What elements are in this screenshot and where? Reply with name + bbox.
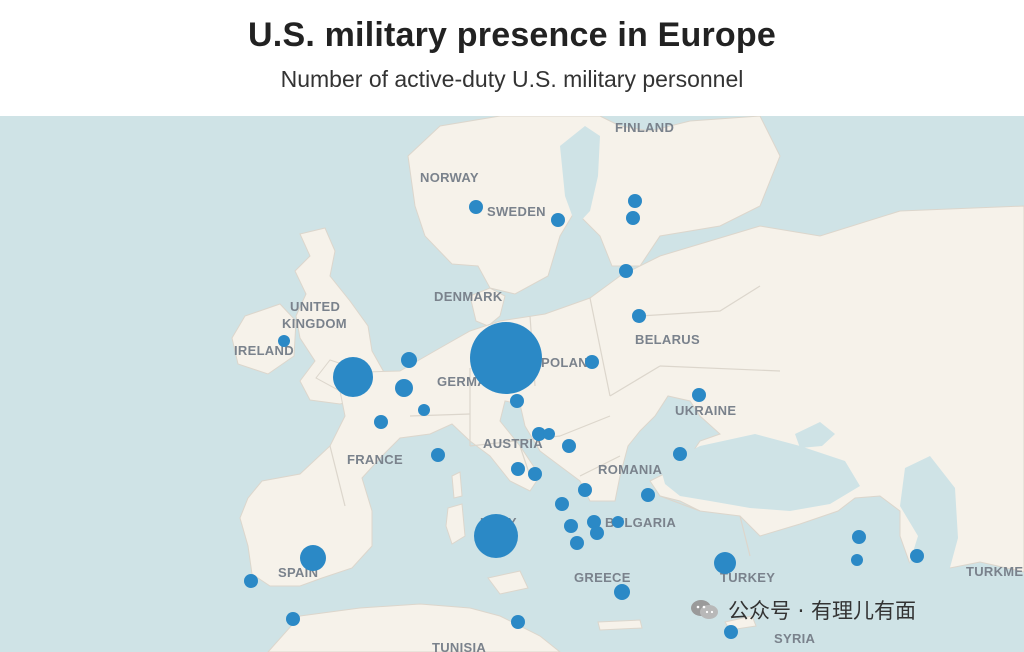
label-sweden: SWEDEN — [487, 204, 546, 219]
land-sicily — [487, 570, 529, 595]
bubble-estonia — [619, 264, 633, 278]
bubble-spain-south — [286, 612, 300, 626]
bubble-bosnia — [555, 497, 569, 511]
bubble-turkey — [714, 552, 736, 574]
bubble-france-1 — [374, 415, 388, 429]
sea-bothnia — [560, 126, 600, 226]
bubble-spain — [300, 545, 326, 571]
sea-caspian — [900, 456, 958, 601]
bubble-azerbaijan — [910, 549, 924, 563]
bubble-greece — [614, 584, 630, 600]
bubble-austria-1 — [532, 427, 546, 441]
label-kingdom: KINGDOM — [282, 316, 347, 331]
bubble-croatia — [528, 467, 542, 481]
bubble-albania — [570, 536, 584, 550]
bubble-ireland — [278, 335, 290, 347]
bubble-armenia — [851, 554, 863, 566]
label-romania: ROMANIA — [598, 462, 663, 477]
land-sardinia — [445, 503, 466, 545]
label-syria: SYRIA — [774, 631, 816, 646]
bubble-moldova — [673, 447, 687, 461]
land-crete — [597, 619, 643, 631]
label-poland: POLAND — [541, 355, 598, 370]
sea-black-sea — [660, 434, 860, 511]
bubble-uk — [333, 357, 373, 397]
bubble-austria-2 — [543, 428, 555, 440]
bubble-norway — [469, 200, 483, 214]
bubble-czech — [510, 394, 524, 408]
bubble-italy — [474, 514, 518, 558]
land-denmark — [469, 287, 506, 327]
bubble-montenegro — [564, 519, 578, 533]
label-turkey: TURKEY — [720, 570, 775, 585]
bubble-cyprus — [724, 625, 738, 639]
bubble-luxembourg — [418, 404, 430, 416]
europe-map: FINLAND NORWAY SWEDEN DENMARK UNITED KIN… — [0, 116, 1024, 652]
bubble-romania — [641, 488, 655, 502]
page-subtitle: Number of active-duty U.S. military pers… — [280, 66, 744, 92]
label-greece: GREECE — [574, 570, 631, 585]
country-borders — [329, 285, 781, 557]
bubble-poland — [585, 355, 599, 369]
bubble-macedonia — [590, 526, 604, 540]
sea-azov — [795, 422, 835, 448]
bubble-bulgaria — [612, 516, 624, 528]
land-ireland — [231, 303, 297, 375]
bubble-slovenia — [511, 462, 525, 476]
label-norway: NORWAY — [420, 170, 479, 185]
bubble-serbia — [578, 483, 592, 497]
label-tunisia: TUNISIA — [432, 640, 486, 652]
bubble-malta — [511, 615, 525, 629]
label-ukraine: UKRAINE — [675, 403, 736, 418]
bubble-finland-2 — [626, 211, 640, 225]
land-corsica — [451, 471, 463, 499]
label-austria: AUSTRIA — [483, 436, 543, 451]
label-united: UNITED — [290, 299, 340, 314]
wechat-icon — [691, 600, 718, 619]
bubble-ukraine — [692, 388, 706, 402]
bubble-portugal — [244, 574, 258, 588]
map-header: U.S. military presence in Europe Number … — [0, 0, 1024, 116]
bubble-belgium — [395, 379, 413, 397]
bubble-kosovo — [587, 515, 601, 529]
watermark-text: 公众号 · 有理儿有面 — [728, 599, 917, 623]
label-denmark: DENMARK — [434, 289, 503, 304]
bubble-lithuania — [632, 309, 646, 323]
bubble-netherlands — [401, 352, 417, 368]
label-belarus: BELARUS — [635, 332, 700, 347]
watermark: 公众号 · 有理儿有面 — [690, 594, 916, 626]
bubble-sweden — [551, 213, 565, 227]
label-france: FRANCE — [347, 452, 403, 467]
label-ireland: IRELAND — [234, 343, 294, 358]
bubble-germany — [470, 322, 542, 394]
bubble-finland-1 — [628, 194, 642, 208]
page-title: U.S. military presence in Europe — [248, 16, 776, 54]
personnel-bubbles — [244, 194, 924, 639]
bubble-hungary — [562, 439, 576, 453]
label-turkmen: TURKMEN — [966, 564, 1024, 579]
bubble-georgia — [852, 530, 866, 544]
land-north-africa — [267, 603, 561, 652]
label-finland: FINLAND — [615, 120, 674, 135]
bubble-france-2 — [431, 448, 445, 462]
